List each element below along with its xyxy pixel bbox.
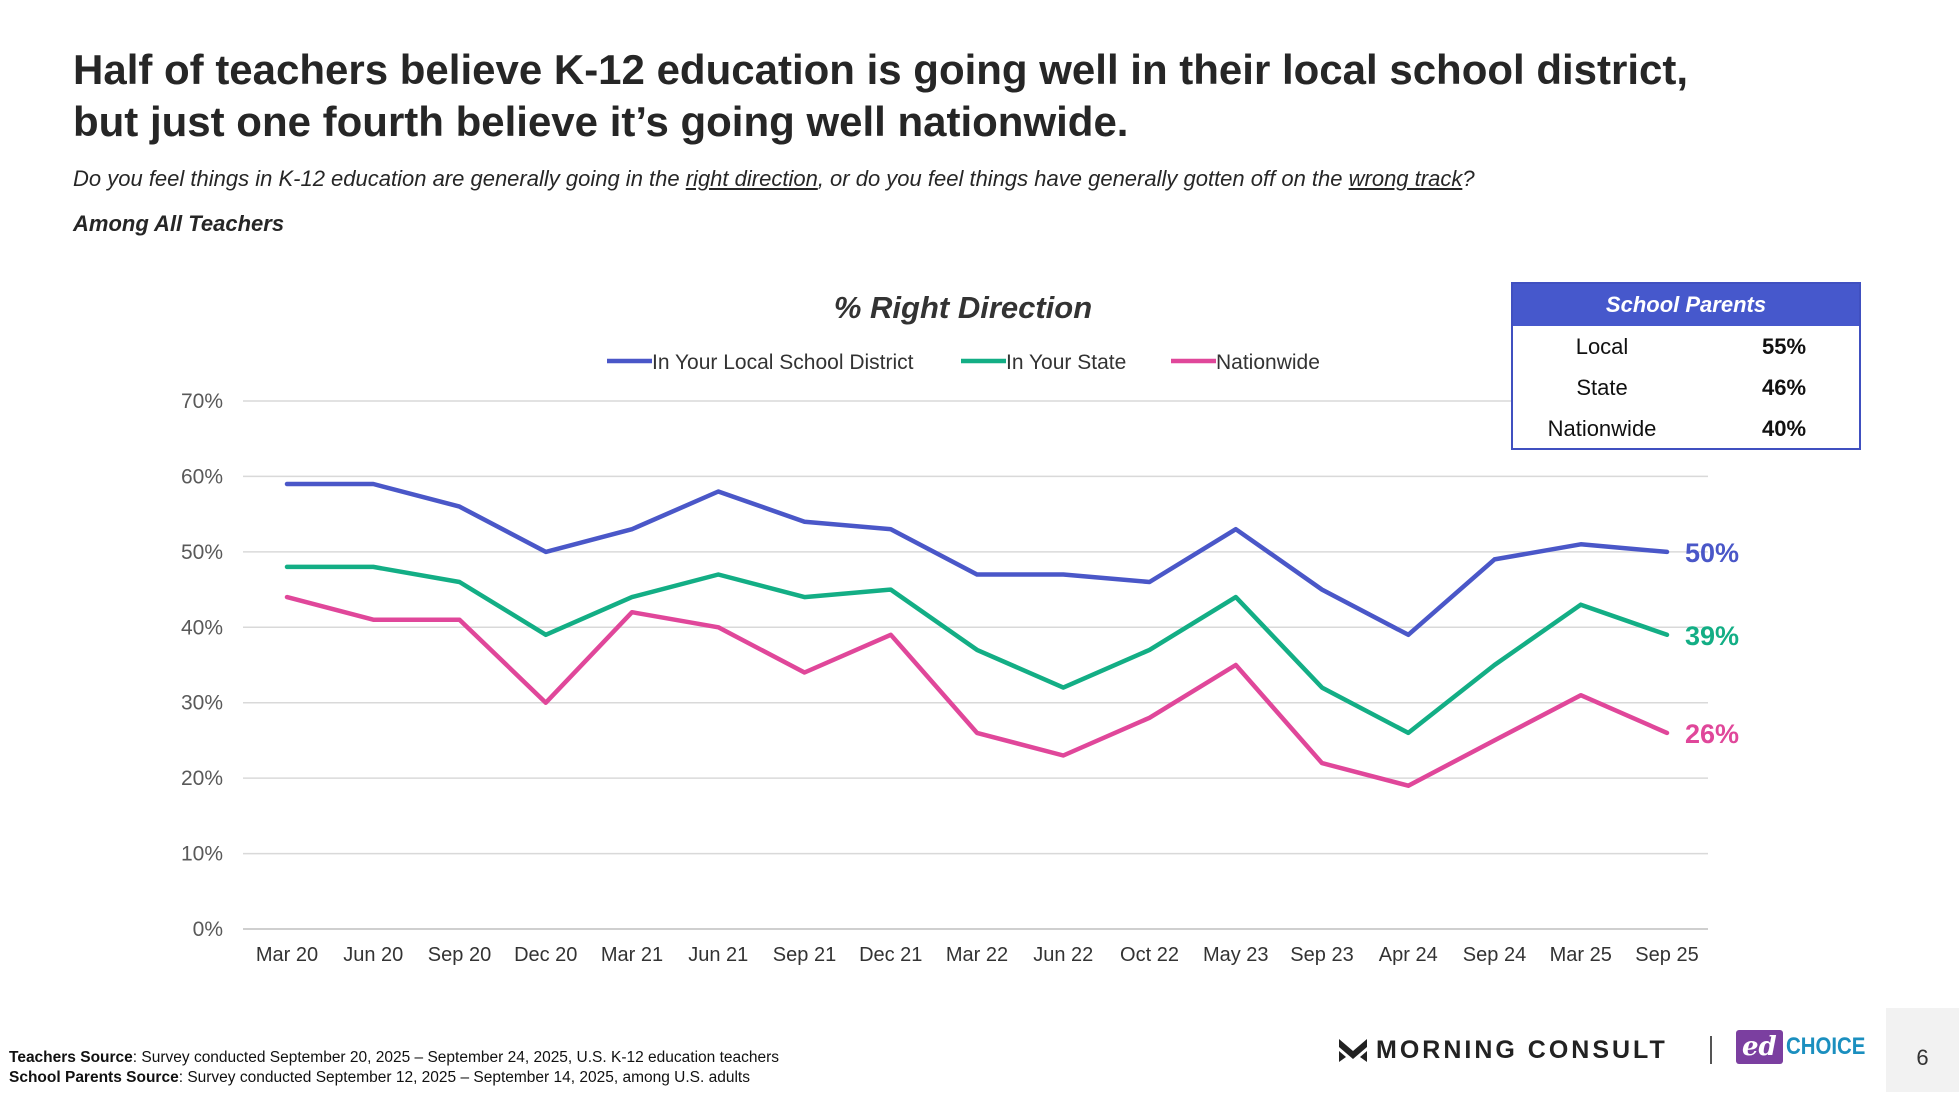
x-tick-label: Mar 21 [601,944,663,966]
question-part-1: Do you feel things in K-12 education are… [73,166,686,191]
x-tick-label: May 23 [1203,944,1269,966]
morning-consult-logo: MORNING CONSULT [1338,1034,1668,1066]
x-tick-label: Jun 22 [1033,944,1093,966]
y-tick-label: 70% [181,390,223,413]
legend-label: In Your State [1006,351,1126,374]
series-end-label: 39% [1685,621,1739,651]
morning-consult-mark-icon [1339,1039,1367,1062]
x-tick-label: Mar 20 [256,944,318,966]
teachers-source-label: Teachers Source [9,1049,133,1066]
parents-row-value: 46% [1761,375,1807,400]
x-tick-label: Jun 21 [688,944,748,966]
logo-divider [1710,1036,1712,1064]
series-end-label: 26% [1685,719,1739,749]
x-tick-label: Sep 25 [1635,944,1698,966]
x-tick-label: Jun 20 [343,944,403,966]
x-tick-label: Sep 24 [1463,944,1526,966]
y-tick-label: 20% [181,767,223,790]
x-tick-label: Mar 22 [946,944,1008,966]
source-footer: Teachers Source: Survey conducted Septem… [9,1048,779,1088]
legend-label: In Your Local School District [652,351,914,374]
y-tick-label: 50% [181,541,223,564]
y-tick-label: 60% [181,465,223,488]
parents-row-value: 40% [1761,416,1807,441]
line-chart: % Right Direction 0% 10% 20% 30% 40% 50% 60% 70%… [181,290,1739,966]
question-part-3: ? [1462,166,1475,191]
x-tick-label: Sep 23 [1290,944,1353,966]
parents-source: School Parents Source: Survey conducted … [9,1068,779,1088]
question-wrong-track: wrong track [1348,166,1463,191]
series-end-label: 50% [1685,538,1739,568]
x-tick-label: Mar 25 [1550,944,1612,966]
x-tick-label: Sep 21 [773,944,836,966]
headline: Half of teachers believe K-12 education … [73,44,1873,148]
parents-row-state: State 46% [1513,367,1859,408]
chart-title: % Right Direction [834,290,1092,325]
parents-row-label: Nationwide [1547,416,1657,441]
series-line [284,481,1670,638]
parents-row-local: Local 55% [1513,326,1859,367]
legend-label: Nationwide [1216,351,1320,374]
page-number: 6 [1886,1008,1959,1092]
headline-line-1: Half of teachers believe K-12 education … [73,46,1689,93]
parents-row-value: 55% [1761,334,1807,359]
series-line [284,564,1670,736]
teachers-source: Teachers Source: Survey conducted Septem… [9,1048,779,1068]
edchoice-wordmark: CHOICE [1785,1033,1866,1060]
y-tick-label: 0% [193,918,223,941]
morning-consult-wordmark: MORNING CONSULT [1376,1035,1668,1064]
parents-row-nationwide: Nationwide 40% [1513,408,1859,449]
parents-source-text: : Survey conducted September 12, 2025 – … [178,1069,750,1086]
parents-source-label: School Parents Source [9,1069,179,1086]
headline-line-2: but just one fourth believe it’s going w… [73,98,1129,145]
teachers-source-text: : Survey conducted September 20, 2025 – … [132,1049,780,1066]
edchoice-ed-mark: ed [1736,1030,1783,1064]
parents-row-label: Local [1575,334,1629,359]
x-tick-label: Sep 20 [428,944,491,966]
question-right-direction: right direction [685,166,818,191]
series-line [284,594,1670,788]
x-tick-label: Dec 21 [859,944,922,966]
y-tick-label: 30% [181,692,223,715]
y-tick-label: 40% [181,616,223,639]
question-part-2: , or do you feel things have generally g… [817,166,1349,191]
parents-row-label: State [1576,375,1628,400]
school-parents-title: School Parents [1513,284,1859,326]
school-parents-table: School Parents Local 55% State 46% Natio… [1511,282,1861,450]
x-tick-label: Oct 22 [1120,944,1179,966]
base-label: Among All Teachers [73,211,285,236]
edchoice-logo: ed CHOICE [1736,1030,1879,1064]
x-tick-label: Dec 20 [514,944,577,966]
y-tick-label: 10% [181,843,223,866]
x-tick-label: Apr 24 [1379,944,1438,966]
survey-question: Do you feel things in K-12 education are… [73,166,1475,192]
